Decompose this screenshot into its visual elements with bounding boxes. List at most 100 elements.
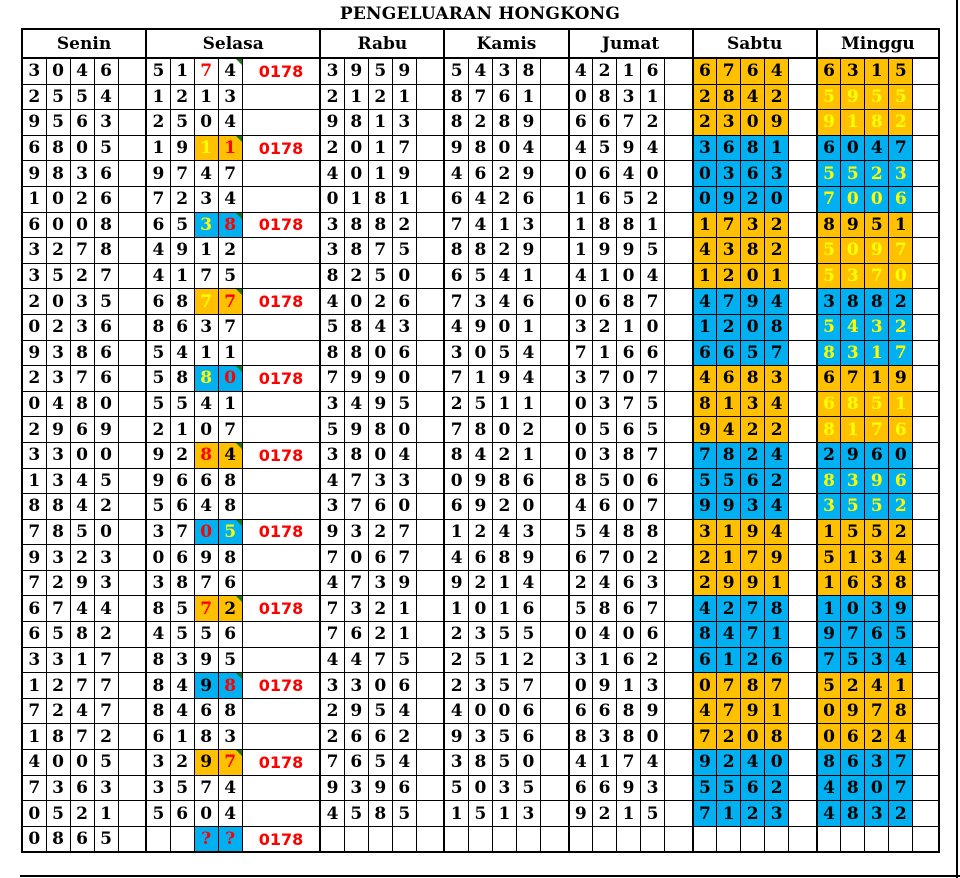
digit-cell-senin: 2 [69, 544, 95, 571]
digit-cell-kamis: 2 [515, 646, 541, 674]
empty-cell [539, 288, 570, 315]
digit-cell-rabu: 2 [367, 83, 393, 111]
digit-cell-rabu: 4 [319, 569, 345, 597]
digit-cell-senin: 7 [69, 237, 95, 264]
code-cell [241, 800, 321, 827]
digit-cell-rabu: 9 [367, 390, 393, 418]
digit-cell-minggu: 3 [840, 57, 866, 85]
digit-cell-rabu: 9 [343, 416, 369, 443]
digit-cell-senin: 9 [93, 416, 119, 443]
digit-cell-sabtu: 7 [716, 211, 742, 239]
digit-cell-rabu: 2 [391, 723, 417, 751]
digit-cell-selasa: 8 [145, 595, 171, 623]
digit-cell-sabtu: 6 [740, 57, 766, 85]
digit-cell-jumat: 8 [640, 518, 666, 546]
digit-cell-rabu: 5 [391, 390, 417, 418]
digit-cell-sabtu: 4 [740, 83, 766, 111]
empty-cell [539, 595, 570, 623]
digit-cell-sabtu: 0 [691, 160, 718, 187]
code-cell: 0178 [241, 57, 321, 85]
digit-cell-selasa: 6 [217, 621, 243, 648]
digit-cell-jumat: 8 [592, 595, 618, 623]
digit-cell-jumat: 6 [640, 339, 666, 367]
digit-cell-kamis: 5 [515, 621, 541, 648]
digit-cell-jumat: 8 [616, 518, 642, 546]
code-cell: 0178 [241, 595, 321, 623]
digit-cell-sabtu: 6 [716, 365, 742, 392]
empty-cell [912, 211, 940, 239]
empty-cell [664, 390, 694, 418]
empty-cell [788, 288, 818, 315]
digit-cell-minggu: 0 [864, 774, 890, 802]
digit-cell-senin: 6 [69, 774, 95, 802]
code-cell: 0178 [241, 672, 321, 699]
digit-cell-minggu [840, 825, 866, 853]
digit-cell-senin: 6 [93, 185, 119, 213]
digit-cell-jumat: 5 [592, 416, 618, 443]
digit-cell-rabu: 6 [343, 723, 369, 751]
digit-cell-senin: 0 [93, 518, 119, 546]
empty-cell [788, 723, 818, 751]
empty-cell [117, 800, 147, 827]
digit-cell-selasa: 8 [145, 672, 171, 699]
digit-cell-minggu: 6 [815, 57, 842, 85]
digit-cell-rabu: 6 [367, 493, 393, 520]
code-cell [241, 723, 321, 751]
page-title: PENGELUARAN HONGKONG [339, 4, 621, 24]
digit-cell-selasa: 5 [145, 493, 171, 520]
code-cell [241, 544, 321, 571]
digit-cell-minggu: 1 [840, 544, 866, 571]
empty-cell [664, 493, 694, 520]
digit-cell-rabu: 7 [391, 518, 417, 546]
digit-cell-kamis: 4 [443, 697, 469, 725]
digit-cell-kamis: 1 [515, 262, 541, 290]
empty-cell [415, 697, 445, 725]
digit-cell-jumat: 0 [567, 621, 594, 648]
empty-cell [912, 313, 940, 341]
digit-cell-rabu: 6 [391, 672, 417, 699]
digit-cell-kamis: 2 [515, 416, 541, 443]
digit-cell-minggu: 3 [815, 493, 842, 520]
digit-cell-senin: 3 [20, 262, 47, 290]
digit-cell-sabtu: 9 [716, 185, 742, 213]
digit-cell-sabtu: 6 [764, 646, 790, 674]
digit-cell-sabtu: 9 [764, 544, 790, 571]
empty-cell [117, 672, 147, 699]
digit-cell-jumat: 0 [640, 313, 666, 341]
digit-cell-selasa: 0 [193, 416, 219, 443]
empty-cell [664, 288, 694, 315]
digit-cell-senin: 1 [20, 672, 47, 699]
digit-cell-selasa: 5 [145, 57, 171, 85]
digit-cell-sabtu: 2 [764, 774, 790, 802]
digit-cell-rabu: 8 [367, 211, 393, 239]
digit-cell-jumat: 0 [567, 441, 594, 469]
digit-cell-minggu: 1 [864, 339, 890, 367]
digit-cell-rabu: 0 [343, 160, 369, 187]
digit-cell-jumat: 5 [592, 467, 618, 495]
digit-cell-sabtu: 6 [740, 467, 766, 495]
empty-cell [788, 211, 818, 239]
digit-cell-jumat: 6 [616, 339, 642, 367]
empty-cell [912, 185, 940, 213]
empty-cell [664, 672, 694, 699]
empty-cell [539, 441, 570, 469]
digit-cell-jumat: 1 [592, 262, 618, 290]
empty-cell [912, 697, 940, 725]
digit-cell-sabtu: 2 [716, 313, 742, 341]
digit-cell-selasa: 6 [145, 211, 171, 239]
digit-cell-minggu: 2 [888, 800, 914, 827]
digit-cell-kamis: 6 [515, 288, 541, 315]
digit-cell-minggu: 5 [864, 390, 890, 418]
code-cell [241, 646, 321, 674]
digit-cell-jumat: 0 [640, 723, 666, 751]
digit-cell-jumat: 3 [567, 313, 594, 341]
digit-cell-kamis: 8 [467, 749, 493, 776]
digit-cell-selasa: 7 [193, 288, 219, 315]
empty-cell [664, 518, 694, 546]
digit-cell-minggu: 5 [815, 672, 842, 699]
digit-cell-minggu: 9 [840, 83, 866, 111]
digit-cell-minggu: 9 [815, 109, 842, 136]
digit-cell-selasa: 2 [217, 237, 243, 264]
digit-cell-kamis: 2 [491, 493, 517, 520]
digit-cell-kamis: 5 [443, 57, 469, 85]
